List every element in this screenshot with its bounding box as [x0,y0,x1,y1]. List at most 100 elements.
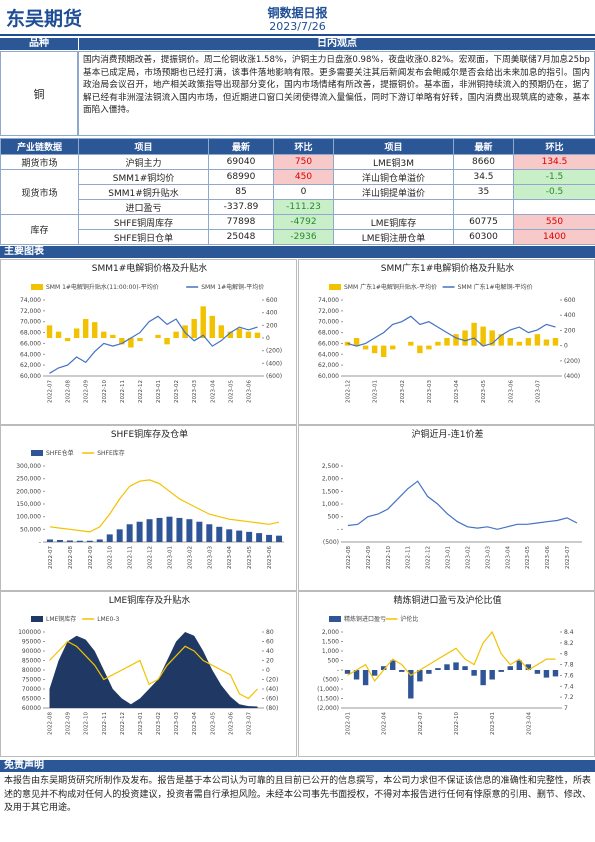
bar [362,345,369,350]
header-cell: 项目 [78,138,209,155]
x-tick-label: 2023-03 [174,712,180,735]
value-cell: 25048 [208,229,274,245]
x-tick-label: 2023-04 [192,712,198,735]
y2-tick-label: 80 [266,629,274,636]
y2-tick-label: 8.2 [564,640,574,647]
y2-tick-label: 600 [266,297,278,304]
y-tick-label: 80000 [22,667,41,674]
bar [525,338,532,346]
y2-tick-label: (80) [266,705,278,712]
y-tick-label: 60,000 [318,373,339,380]
y-tick-label: (500) [323,677,339,684]
bar [426,345,432,350]
value-cell: 1400 [513,229,595,245]
y-tick-label: (500) [323,539,339,546]
item-cell: 洋山铜仓单溢价 [333,169,454,185]
table-row: 期货市场 沪铜主力 69040 750 LME铜3M 8660 134.5 [0,154,595,170]
y-tick-label: 1,500 [322,639,339,646]
y-tick-label: 500 [328,658,340,665]
x-tick-label: 2023-01 [167,546,173,569]
bar [498,334,504,346]
charts-title: 主要图表 [0,246,595,258]
y-tick-label: 68,000 [318,330,339,337]
value-cell: 750 [273,154,334,170]
bar [552,670,559,677]
bar [489,330,495,346]
bar [380,666,387,670]
y2-tick-label: (200) [266,348,282,355]
item-cell: 洋山铜提单溢价 [333,184,454,200]
x-tick-label: 2023-01 [446,546,452,569]
x-tick-label: 2022-07 [418,712,424,735]
y2-tick-label: 0 [266,335,270,342]
y-tick-label: (1,500) [317,696,339,703]
x-tick-label: 2022-01 [346,712,352,735]
legend-label: SMM 广东1#电解铜-平均价 [458,283,533,291]
y2-tick-label: 7.8 [564,662,574,669]
bar [371,670,378,676]
x-tick-label: 2022-11 [120,380,126,403]
y-tick-label: 300,000 [16,463,41,470]
y-tick-label: 250,000 [16,476,41,483]
bar [96,539,103,542]
bar [471,670,477,676]
item-cell: SHFE铜周库存 [78,214,209,230]
bar [209,315,215,338]
bar [266,534,273,542]
y-tick-label: 1,000 [322,648,339,655]
y-tick-label: 100,000 [16,514,41,521]
bar [353,338,360,346]
x-tick-label: 2023-02 [187,546,193,569]
item-cell: SMM1#铜均价 [78,169,209,185]
y2-tick-label: 0 [266,667,270,674]
y2-tick-label: 400 [266,310,278,317]
y2-tick-label: 7.4 [564,683,574,690]
y-tick-label: 2,500 [322,463,339,470]
y-tick-label: 1,000 [322,501,339,508]
value-cell: -0.5 [513,184,595,200]
x-tick-label: 2023-04 [505,546,511,569]
y-tick-label: 60,000 [20,373,41,380]
y2-tick-label: 40 [266,648,274,655]
x-tick-label: 2022-07 [48,546,54,569]
y2-tick-label: 7 [564,705,568,712]
bar [399,670,405,672]
item-cell: 进口盈亏 [78,199,209,215]
chart-title: 沪铜近月-连1价差 [412,428,484,440]
bar [471,322,477,346]
bar [173,331,179,338]
y-tick-label: 1,500 [322,488,339,495]
y2-tick-label: 400 [564,312,576,319]
bar [543,339,550,346]
bar [426,670,432,674]
x-tick-label: 2023-03 [427,380,433,403]
y-tick-label: 66,000 [318,340,339,347]
legend-label: 精炼铜进口盈亏 [344,615,386,623]
y2-tick-label: (200) [564,358,580,365]
bar [507,666,513,670]
disclaimer-title: 免责声明 [0,760,595,772]
x-tick-label: 2023-01 [490,712,496,735]
group-cell: 库存 [0,214,79,245]
y-tick-label: - [337,526,339,533]
chart-title: SMM1#电解铜价格及升贴水 [92,262,208,274]
x-tick-label: 2023-04 [210,380,216,403]
header-cell: 最新 [453,138,514,155]
x-tick-label: 2022-10 [454,712,460,735]
y-tick-label: 50,000 [20,526,41,533]
bar [73,328,80,338]
y-tick-label: 2,000 [322,476,339,483]
legend-label: SHFE库存 [97,449,125,457]
bar [166,516,173,542]
bar [344,670,351,674]
bar [543,670,550,678]
y2-tick-label: 60 [266,639,274,646]
bar [110,334,116,338]
y-tick-label: 65000 [22,696,41,703]
y2-tick-label: 600 [564,297,576,304]
item-cell: SHFE铜日仓单 [78,229,209,245]
x-tick-label: 2023-07 [246,712,252,735]
value-cell: -337.89 [208,199,274,215]
bar [206,524,213,542]
